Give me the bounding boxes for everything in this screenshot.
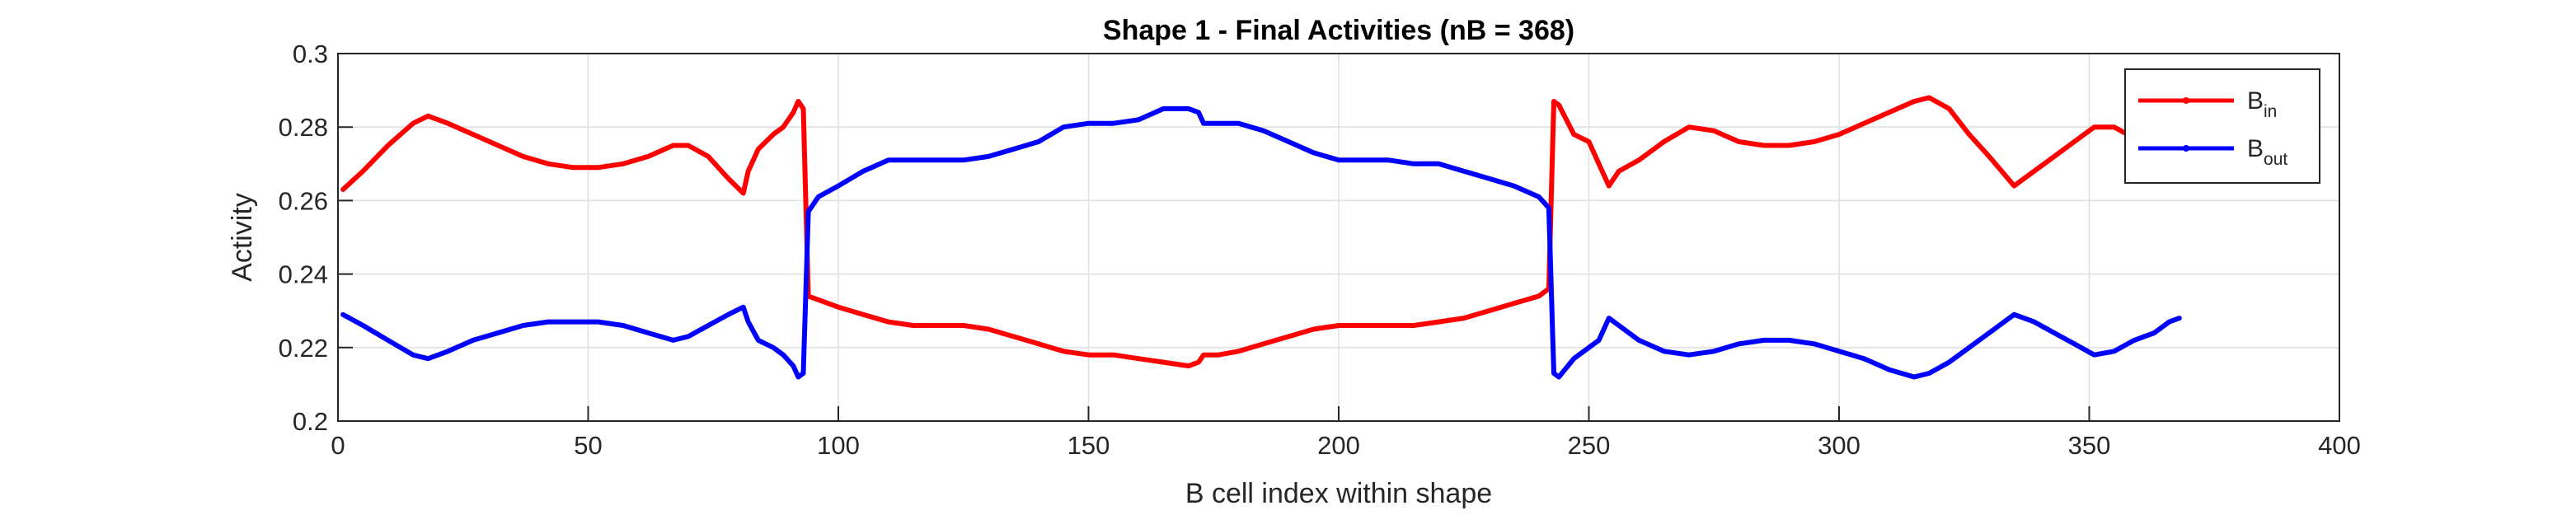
x-axis-label: B cell index within shape xyxy=(1185,478,1492,509)
legend-marker-b-out xyxy=(2183,145,2189,152)
x-tick-label: 150 xyxy=(1067,431,1110,460)
y-tick-labels: 0.2 0.22 0.24 0.26 0.28 0.3 xyxy=(279,40,328,436)
x-tick-label: 100 xyxy=(817,431,860,460)
x-tick-label: 400 xyxy=(2318,431,2361,460)
legend-label-b-in-main: B xyxy=(2247,87,2264,115)
legend-label-b-in-sub: in xyxy=(2264,102,2277,121)
legend-label-b-out-main: B xyxy=(2247,135,2264,162)
legend-marker-b-in xyxy=(2183,97,2189,104)
legend: Bin Bout xyxy=(2124,68,2320,184)
x-tick-labels: 0 50 100 150 200 250 300 350 400 xyxy=(331,431,2360,460)
y-tick-label: 0.28 xyxy=(279,113,328,142)
x-tick-label: 250 xyxy=(1568,431,1611,460)
legend-label-b-out-sub: out xyxy=(2264,150,2287,169)
y-tick-label: 0.22 xyxy=(279,334,328,363)
series-line-b-out xyxy=(340,105,2182,380)
x-tick-label: 200 xyxy=(1317,431,1360,460)
series-line-b-in xyxy=(340,95,2182,369)
y-tick-label: 0.26 xyxy=(279,186,328,215)
y-tick-label: 0.2 xyxy=(293,407,328,436)
y-axis-label: Activity xyxy=(227,193,258,282)
x-tick-label: 50 xyxy=(574,431,602,460)
x-tick-label: 300 xyxy=(1818,431,1860,460)
legend-label-b-in: Bin xyxy=(2247,87,2277,121)
series-lines xyxy=(340,95,2182,380)
legend-box xyxy=(2124,68,2320,184)
y-tick-label: 0.3 xyxy=(293,40,328,68)
y-tick-label: 0.24 xyxy=(279,260,328,289)
chart-title: Shape 1 - Final Activities (nB = 368) xyxy=(1103,15,1574,46)
x-tick-label: 0 xyxy=(331,431,345,460)
axis-ticks xyxy=(337,53,2340,422)
x-tick-label: 350 xyxy=(2068,431,2111,460)
legend-label-b-out: Bout xyxy=(2247,135,2287,169)
